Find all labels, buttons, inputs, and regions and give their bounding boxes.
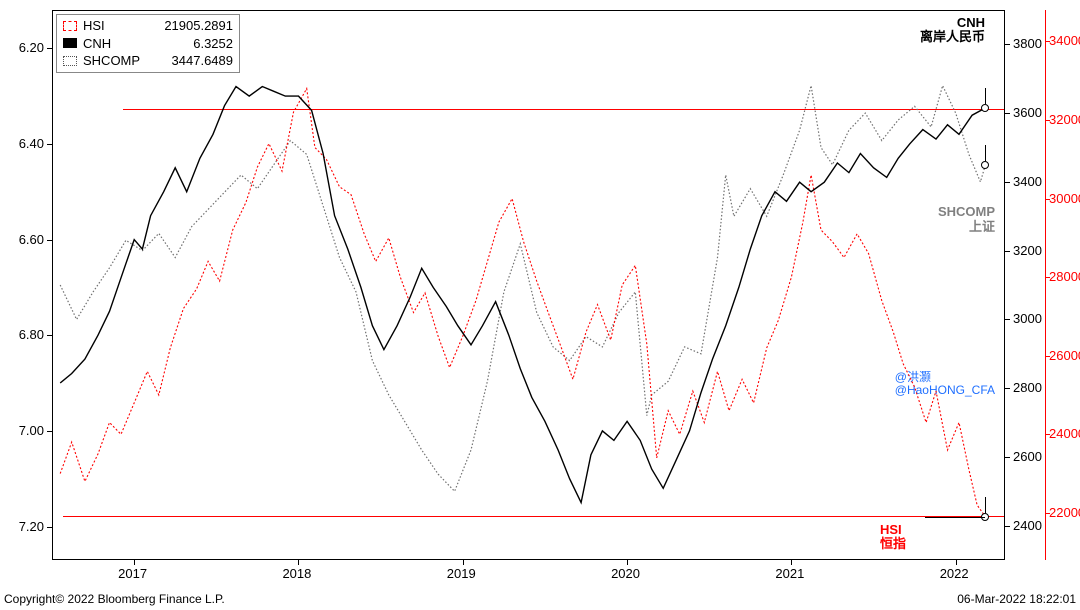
- marker-stem-hsi_last: [985, 497, 986, 513]
- series-hsi: [60, 89, 985, 517]
- chart-container: HSI 21905.2891 CNH 6.3252 SHCOMP 3447.64…: [0, 0, 1080, 610]
- marker-lead-hsi_last: [925, 517, 985, 518]
- last-marker-cnh_last: [981, 104, 989, 112]
- marker-stem-cnh_last: [985, 88, 986, 104]
- series-svg: [0, 0, 1080, 610]
- marker-stem-shcomp_last: [985, 145, 986, 161]
- last-marker-shcomp_last: [981, 161, 989, 169]
- series-shcomp: [60, 86, 985, 492]
- series-cnh: [60, 87, 985, 503]
